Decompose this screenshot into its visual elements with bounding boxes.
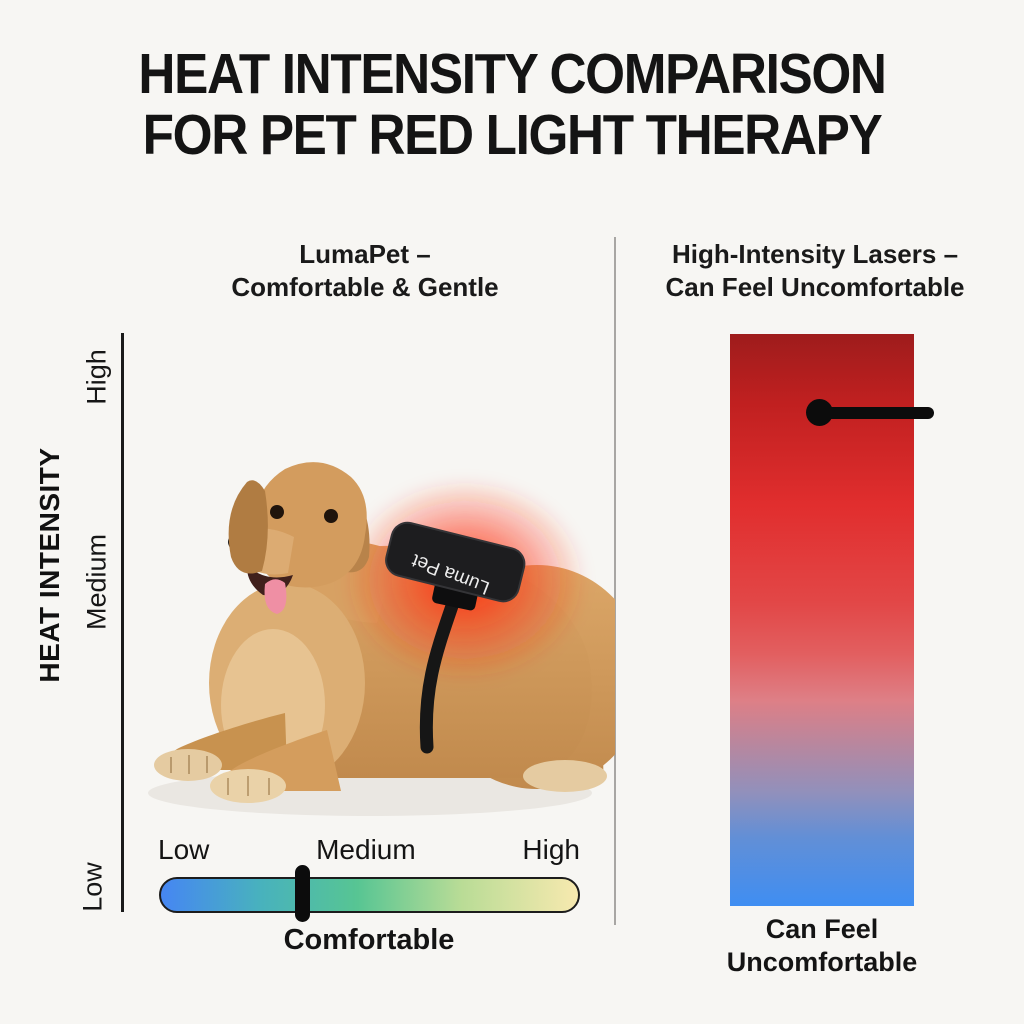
comfort-caption: Comfortable	[283, 924, 455, 956]
dog-eye-right	[324, 509, 338, 523]
dog-paw-toes-far	[170, 755, 208, 774]
title-line-1: HEAT INTENSITY COMPARISON	[138, 42, 887, 106]
laser-header-line-1: High-Intensity Lasers –	[671, 239, 959, 269]
y-axis-tick-medium: Medium	[81, 533, 112, 631]
dog-hind-paw	[523, 760, 607, 792]
column-divider	[614, 237, 616, 925]
dog-illustration: Luma Pet	[135, 425, 645, 845]
dog-paw-toes-near	[227, 776, 270, 796]
lumapet-column-header: LumaPet – Comfortable & Gentle	[145, 238, 585, 304]
title-line-2: FOR PET RED LIGHT THERAPY	[142, 103, 883, 167]
laser-caption-line-2: Uncomfortable	[726, 947, 918, 977]
y-axis-title: HEAT INTENSITY	[34, 447, 65, 683]
lumapet-header-line-2: Comfortable & Gentle	[231, 272, 499, 302]
comfort-scale-bar	[159, 877, 580, 913]
laser-header-line-2: Can Feel Uncomfortable	[665, 272, 965, 302]
comfort-scale-labels: Low Medium High	[158, 834, 580, 866]
scale-label-high: High	[522, 834, 580, 865]
laser-caption: Can Feel Uncomfortable	[690, 913, 954, 979]
lumapet-header-line-1: LumaPet –	[299, 239, 431, 269]
laser-intensity-bar	[730, 334, 914, 906]
page-title: HEAT INTENSITY COMPARISON FOR PET RED LI…	[51, 44, 973, 166]
comfort-scale-marker	[295, 865, 310, 922]
scale-label-low: Low	[158, 834, 210, 865]
dog-head	[228, 462, 370, 614]
lumapet-device-pad: Luma Pet	[385, 521, 526, 603]
scale-label-medium: Medium	[316, 834, 416, 865]
dog-ear-left	[228, 480, 268, 574]
y-axis-tick-low: Low	[77, 862, 108, 912]
laser-caption-line-1: Can Feel	[765, 914, 879, 944]
device-strap	[419, 596, 460, 754]
laser-marker-line	[818, 407, 934, 419]
laser-column-header: High-Intensity Lasers – Can Feel Uncomfo…	[625, 238, 1005, 304]
y-axis-line	[121, 333, 124, 912]
laser-marker-dot	[806, 399, 833, 426]
dog-svg: Luma Pet	[148, 462, 645, 816]
y-axis-tick-high: High	[81, 349, 112, 405]
dog-tongue	[264, 579, 287, 614]
dog-eye-left	[270, 505, 284, 519]
